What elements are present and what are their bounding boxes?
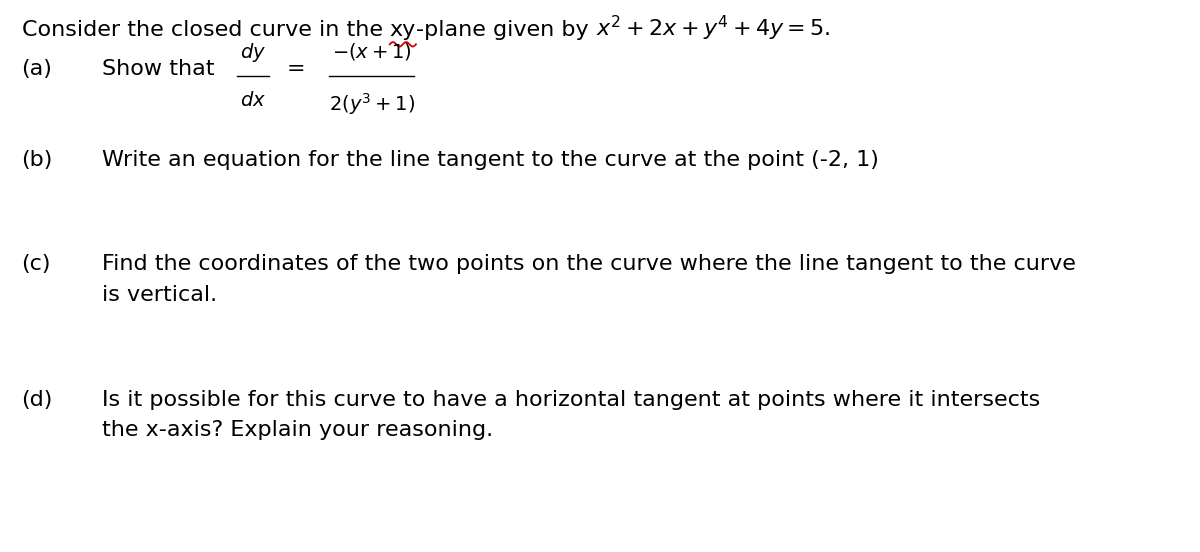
Text: $2(y^3+1)$: $2(y^3+1)$ xyxy=(329,91,414,117)
Text: $dx$: $dx$ xyxy=(240,91,266,110)
Text: Find the coordinates of the two points on the curve where the line tangent to th: Find the coordinates of the two points o… xyxy=(102,254,1076,274)
Text: Show that: Show that xyxy=(102,59,215,78)
Text: is vertical.: is vertical. xyxy=(102,285,217,305)
Text: Write an equation for the line tangent to the curve at the point (-2, 1): Write an equation for the line tangent t… xyxy=(102,150,878,169)
Text: (c): (c) xyxy=(22,254,52,274)
Text: -plane given by: -plane given by xyxy=(416,20,595,40)
Text: xy: xy xyxy=(390,20,416,40)
Text: (d): (d) xyxy=(22,390,53,410)
Text: $x^2 + 2x + y^4 + 4y = 5$.: $x^2 + 2x + y^4 + 4y = 5$. xyxy=(595,13,830,43)
Text: $dy$: $dy$ xyxy=(240,41,266,64)
Text: the x-axis? Explain your reasoning.: the x-axis? Explain your reasoning. xyxy=(102,420,493,440)
Text: (b): (b) xyxy=(22,150,53,169)
Text: $-(x+1)$: $-(x+1)$ xyxy=(331,41,412,62)
Text: =: = xyxy=(287,59,306,78)
Text: (a): (a) xyxy=(22,59,53,78)
Text: Is it possible for this curve to have a horizontal tangent at points where it in: Is it possible for this curve to have a … xyxy=(102,390,1040,410)
Text: Consider the closed curve in the: Consider the closed curve in the xyxy=(22,20,390,40)
